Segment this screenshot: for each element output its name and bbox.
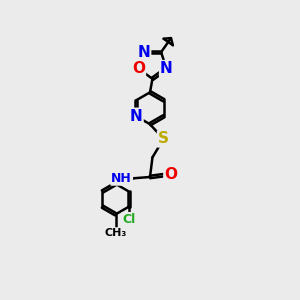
Text: O: O	[132, 61, 145, 76]
Text: CH₃: CH₃	[104, 228, 127, 238]
Text: N: N	[130, 109, 142, 124]
Text: NH: NH	[111, 172, 132, 185]
Text: S: S	[158, 131, 169, 146]
Text: O: O	[164, 167, 177, 182]
Text: Cl: Cl	[122, 213, 135, 226]
Text: N: N	[137, 45, 150, 60]
Text: N: N	[160, 61, 173, 76]
